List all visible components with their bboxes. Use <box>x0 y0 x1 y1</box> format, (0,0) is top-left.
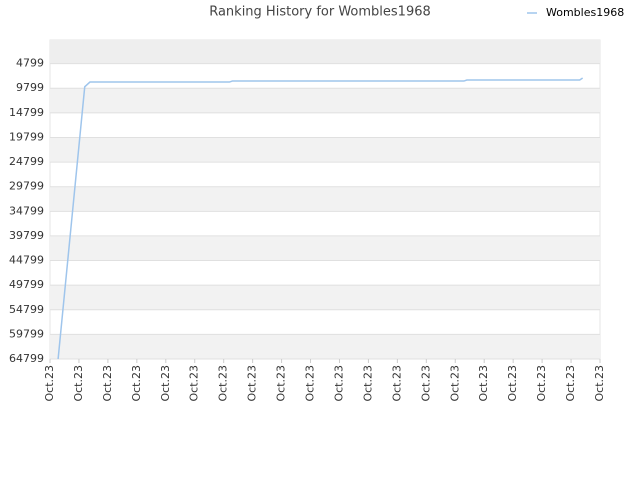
x-tick-label: Oct.23 <box>448 365 461 402</box>
band <box>50 186 600 212</box>
y-tick-label: 9799 <box>16 81 44 94</box>
band <box>50 137 600 163</box>
x-tick-label: Oct.23 <box>188 365 201 402</box>
y-tick-label: 29799 <box>9 180 44 193</box>
x-tick-label: Oct.23 <box>130 365 143 402</box>
x-tick-label: Oct.23 <box>419 365 432 402</box>
band <box>50 235 600 261</box>
x-tick-label: Oct.23 <box>43 365 56 402</box>
series-line <box>57 77 584 360</box>
y-tick-label: 34799 <box>9 204 44 217</box>
x-tick-label: Oct.23 <box>564 365 577 402</box>
band <box>50 334 600 359</box>
x-tick-label: Oct.23 <box>304 365 317 402</box>
band <box>50 40 600 64</box>
x-tick-label: Oct.23 <box>159 365 172 402</box>
x-tick-label: Oct.23 <box>72 365 85 402</box>
x-tick-label: Oct.23 <box>217 365 230 402</box>
band <box>50 88 600 113</box>
band <box>50 285 600 310</box>
y-tick-label: 49799 <box>9 278 44 291</box>
y-tick-label: 54799 <box>9 303 44 316</box>
x-tick-label: Oct.23 <box>246 365 259 402</box>
x-tick-label: Oct.23 <box>101 365 114 402</box>
x-tick-label: Oct.23 <box>477 365 490 402</box>
y-tick-label: 59799 <box>9 327 44 340</box>
x-tick-label: Oct.23 <box>361 365 374 402</box>
x-tick-label: Oct.23 <box>275 365 288 402</box>
x-tick-label: Oct.23 <box>535 365 548 402</box>
y-tick-label: 64799 <box>9 352 44 365</box>
y-tick-label: 44799 <box>9 254 44 267</box>
legend-label: Wombles1968 <box>546 6 624 19</box>
y-tick-label: 14799 <box>9 106 44 119</box>
x-tick-label: Oct.23 <box>332 365 345 402</box>
chart-title: Ranking History for Wombles1968 <box>209 5 431 20</box>
x-tick-label: Oct.23 <box>506 365 519 402</box>
y-tick-label: 4799 <box>16 57 44 70</box>
y-tick-label: 39799 <box>9 229 44 242</box>
y-tick-label: 19799 <box>9 130 44 143</box>
x-tick-label: Oct.23 <box>593 365 606 402</box>
x-tick-label: Oct.23 <box>390 365 403 402</box>
y-tick-label: 24799 <box>9 155 44 168</box>
